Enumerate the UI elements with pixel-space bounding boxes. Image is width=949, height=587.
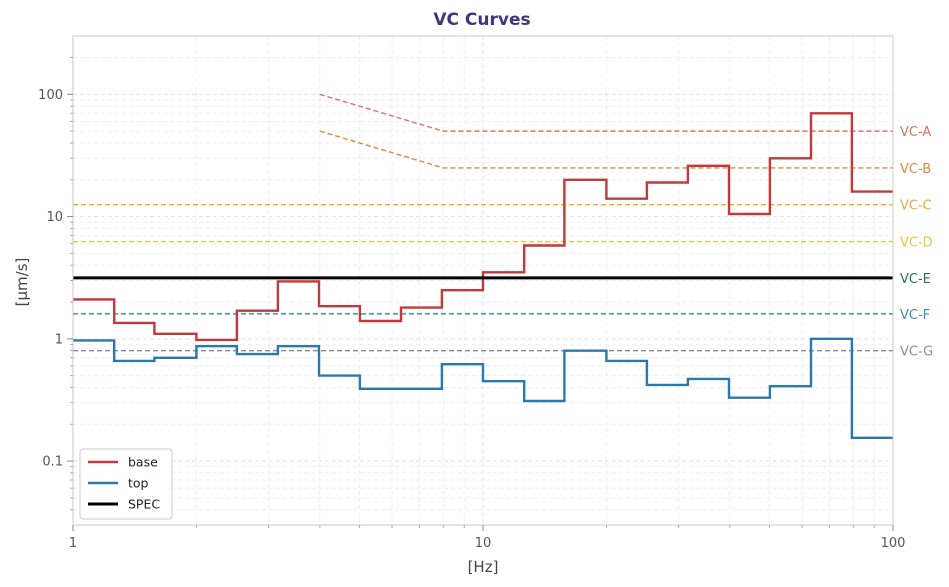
- series-top-line: [73, 337, 893, 439]
- vc-label-vc-g: VC-G: [900, 345, 933, 360]
- vc-label-vc-c: VC-C: [900, 199, 932, 214]
- x-tick-label: 10: [475, 536, 492, 551]
- y-tick-label: 0.1: [42, 455, 63, 470]
- x-tick-label: 1: [69, 536, 77, 551]
- legend-label-spec: SPEC: [128, 497, 160, 512]
- data-series: [73, 112, 893, 439]
- vc-line-vc-a: [319, 93, 893, 132]
- x-axis-label: [Hz]: [468, 558, 499, 576]
- series-base-line: [73, 112, 893, 342]
- vc-label-vc-a: VC-A: [900, 125, 931, 140]
- vc-line-vc-b: [319, 130, 893, 169]
- axes: 1 10 100 0.1 1 10 100: [38, 57, 906, 551]
- legend-label-top: top: [128, 476, 149, 491]
- y-tick-label: 1: [55, 332, 63, 347]
- vc-label-vc-f: VC-F: [900, 308, 930, 323]
- vc-label-vc-b: VC-B: [900, 162, 931, 177]
- y-tick-label: 100: [38, 88, 63, 103]
- legend-label-base: base: [128, 455, 158, 470]
- vc-label-vc-e: VC-E: [900, 272, 931, 287]
- y-tick-label: 10: [46, 210, 63, 225]
- chart-title: VC Curves: [433, 10, 530, 30]
- vc-criteria-lines: VC-A VC-B VC-C VC-D VC-E VC-F VC-G: [73, 93, 933, 360]
- x-tick-label: 100: [881, 536, 906, 551]
- y-axis-label: [µm/s]: [13, 258, 31, 307]
- vc-label-vc-d: VC-D: [900, 236, 933, 251]
- legend-box: [79, 448, 173, 520]
- legend: base top SPEC: [79, 448, 173, 520]
